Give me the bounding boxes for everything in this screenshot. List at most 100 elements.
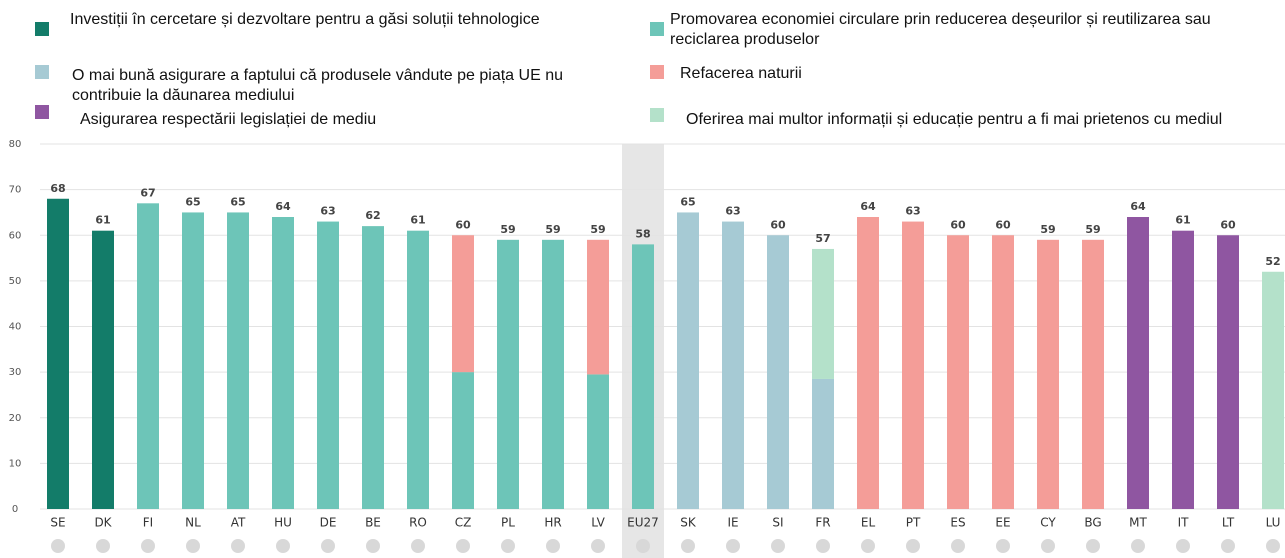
flag-icon [1086, 539, 1100, 553]
legend-swatch [650, 65, 664, 79]
bar-segment [227, 212, 249, 509]
data-label: 58 [635, 227, 650, 240]
data-label: 59 [1040, 223, 1055, 236]
data-label: 65 [185, 195, 200, 208]
x-tick-label: CY [1040, 516, 1056, 530]
data-label: 59 [590, 223, 605, 236]
flag-icon [906, 539, 920, 553]
y-tick-label: 20 [9, 413, 22, 424]
x-tick-label: NL [185, 516, 201, 530]
bar-segment [92, 230, 114, 509]
flag-icon [456, 539, 470, 553]
x-tick-label: LV [591, 516, 605, 530]
flag-icon [1041, 539, 1055, 553]
x-tick-label: HR [544, 516, 561, 530]
bar-segment [497, 239, 519, 509]
bar-segment [1172, 230, 1194, 509]
data-label: 65 [680, 195, 695, 208]
x-tick-label: BE [365, 516, 381, 530]
legend-label: Investiții în cercetare și dezvoltare pe… [70, 11, 540, 28]
legend-label: Asigurarea respectării legislației de me… [80, 111, 377, 128]
x-tick-label: DE [320, 516, 337, 530]
data-label: 59 [545, 223, 560, 236]
y-tick-label: 70 [9, 185, 22, 196]
bar-segment [542, 239, 564, 509]
flag-icon [231, 539, 245, 553]
bar-segment [407, 230, 429, 509]
x-tick-label: RO [409, 516, 427, 530]
y-tick-label: 30 [9, 367, 22, 378]
x-tick-label: LU [1266, 516, 1281, 530]
bar-segment [1127, 217, 1149, 509]
x-tick-label: PT [906, 516, 921, 530]
x-tick-label: FI [143, 516, 153, 530]
bar-segment [452, 372, 474, 509]
flag-icon [186, 539, 200, 553]
bar-segment [992, 235, 1014, 509]
data-label: 60 [770, 218, 786, 231]
bar-segment [587, 239, 609, 375]
data-label: 60 [950, 218, 966, 231]
flag-icon [996, 539, 1010, 553]
flag-icon [726, 539, 740, 553]
data-label: 57 [815, 232, 830, 245]
data-label: 61 [410, 214, 425, 227]
data-label: 67 [140, 186, 155, 199]
flag-icon [771, 539, 785, 553]
flag-icon [951, 539, 965, 553]
bar-segment [812, 248, 834, 379]
y-tick-label: 50 [9, 276, 22, 287]
data-label: 68 [50, 182, 65, 195]
legend-swatch [35, 105, 49, 119]
bar-segment [1037, 239, 1059, 509]
bar-segment [362, 226, 384, 509]
data-label: 64 [860, 200, 876, 213]
flag-icon [411, 539, 425, 553]
x-tick-label: MT [1129, 516, 1147, 530]
flag-icon [141, 539, 155, 553]
bar-segment [587, 374, 609, 509]
x-tick-label: HU [274, 516, 292, 530]
bar-segment [317, 221, 339, 509]
bar-segment [722, 221, 744, 509]
y-tick-label: 40 [9, 322, 22, 333]
x-tick-label: CZ [455, 516, 472, 530]
y-tick-label: 10 [9, 458, 22, 469]
data-label: 64 [275, 200, 291, 213]
bar-segment [677, 212, 699, 509]
flag-icon [321, 539, 335, 553]
flag-icon [636, 539, 650, 553]
flag-icon [51, 539, 65, 553]
bar-segment [1217, 235, 1239, 509]
flag-icon [276, 539, 290, 553]
legend-swatch [650, 108, 664, 122]
legend-label: O mai bună asigurare a faptului că produ… [72, 67, 563, 104]
x-tick-label: SI [772, 516, 783, 530]
legend-swatch [35, 22, 49, 36]
bar-segment [1262, 271, 1284, 509]
bar-segment [902, 221, 924, 509]
flag-icon [861, 539, 875, 553]
y-tick-label: 80 [9, 139, 22, 150]
flag-icon [591, 539, 605, 553]
x-tick-label: AT [231, 516, 246, 530]
bar-segment [1082, 239, 1104, 509]
flag-icon [96, 539, 110, 553]
y-tick-label: 60 [9, 230, 22, 241]
flag-icon [1266, 539, 1280, 553]
x-tick-label: BG [1084, 516, 1101, 530]
data-label: 64 [1130, 200, 1146, 213]
flag-icon [1131, 539, 1145, 553]
x-tick-label: IT [1178, 516, 1190, 530]
flag-icon [546, 539, 560, 553]
x-tick-label: DK [94, 516, 112, 530]
data-label: 60 [455, 218, 471, 231]
legend-swatch [35, 65, 49, 79]
data-label: 59 [500, 223, 515, 236]
data-label: 65 [230, 195, 245, 208]
bar-segment [182, 212, 204, 509]
x-tick-label: IE [727, 516, 738, 530]
bar-segment [767, 235, 789, 509]
